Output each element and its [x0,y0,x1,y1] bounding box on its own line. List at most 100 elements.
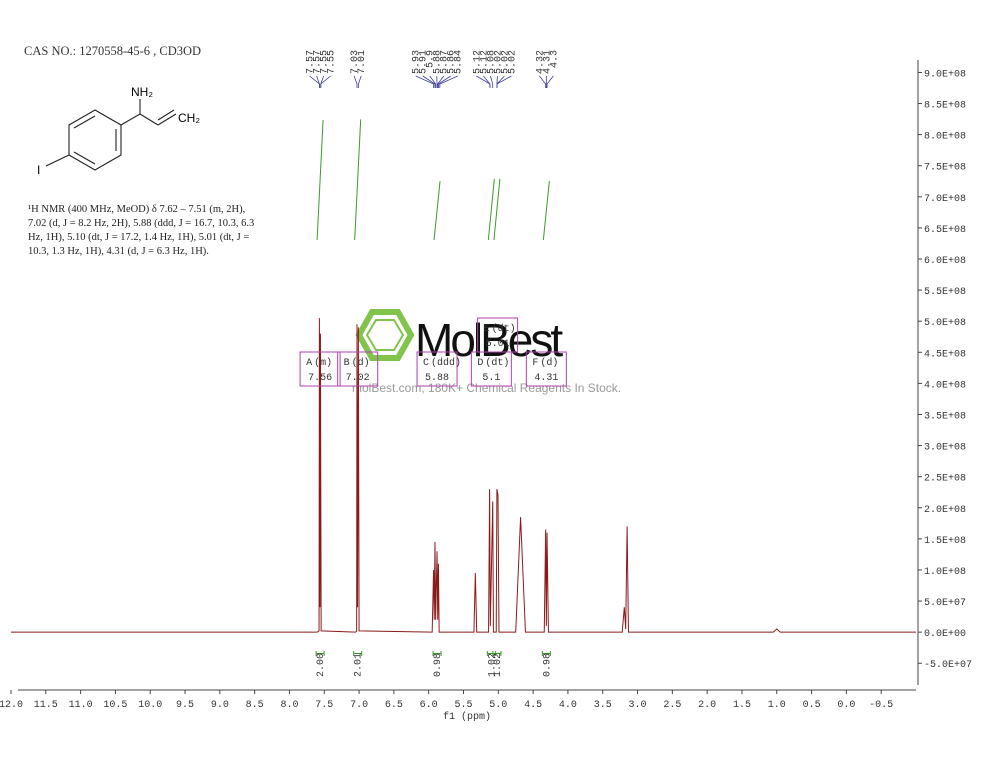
logo-hex [355,309,415,361]
x-tick-label: 12.0 [0,700,23,711]
peak-connector [353,75,358,88]
x-axis-label: f1 (ppm) [443,711,491,723]
bond [73,151,96,165]
y-tick-label: 7.0E+08 [924,194,966,205]
peak-label: 7.55 [320,50,331,74]
integral-curve [542,181,550,241]
y-tick-label: 0.0E+00 [924,629,966,640]
x-tick-label: -0.5 [869,700,893,711]
integral-bracket [492,651,502,656]
multiplet-shift: 4.31 [534,373,558,384]
atom-label: I [37,163,40,177]
peak-label: 5.12 [479,50,490,74]
bond [157,109,175,121]
y-tick-label: 5.5E+08 [924,287,966,298]
integral-label: 1.02 [493,653,504,677]
integral-label: 2.00 [316,653,327,677]
peak-label: 5.93 [412,50,423,74]
x-tick-label: 11.5 [34,700,58,711]
integral-curve [493,178,501,241]
peak-label: 7.03 [350,50,361,74]
y-tick-label: 6.5E+08 [924,225,966,236]
cas-number: CAS NO.: 1270558-45-6 , CD3OD [24,44,202,58]
peak-connector [316,75,320,88]
x-tick-label: 3.0 [629,700,647,711]
peak-label: 5.9 [426,50,437,68]
multiplet-shift: 7.02 [346,373,370,384]
y-tick-label: 1.0E+08 [924,567,966,578]
y-tick-label: 7.5E+08 [924,163,966,174]
peak-connector [539,75,547,88]
ring [68,109,122,171]
y-tick-label: 4.5E+08 [924,349,966,360]
x-tick-label: 7.0 [350,700,368,711]
multiplet-type: (dt) [485,357,509,369]
bond [157,113,177,126]
integral-label: 1.02 [487,653,498,677]
logo-hex [365,319,405,351]
peak-connector [320,75,331,88]
peak-label: 5.02 [507,50,518,74]
peak-label: 4.32 [535,50,546,74]
x-tick-label: 1.5 [733,700,751,711]
watermark-tagline: molBest.com, 180K+ Chemical Reagents In … [352,381,621,395]
peak-connector [496,75,512,88]
multiplet-type: (m) [314,357,332,369]
y-tick-label: 3.0E+08 [924,443,966,454]
integral-label: 0.98 [433,653,444,677]
multiplet-label: D [477,358,483,369]
peak-label: 7.57 [313,50,324,74]
x-tick-label: 9.5 [176,700,194,711]
peak-label: 7.01 [357,50,368,74]
peak-label: 5.84 [454,50,465,74]
multiplet-box [416,351,458,387]
multiplet-label: C [423,358,429,369]
peak-connector [422,75,436,88]
multiplet-type: (d) [352,357,370,369]
y-tick-label: 1.5E+08 [924,536,966,547]
x-tick-label: 8.5 [246,700,264,711]
y-tick-label: -5.0E+07 [924,660,972,671]
x-tick-label: 6.0 [420,700,438,711]
integral-curve [433,181,441,241]
y-tick-label: 5.0E+07 [924,598,966,609]
peak-connector [438,75,451,88]
peak-label: 5.88 [433,50,444,74]
x-tick-label: 8.0 [280,700,298,711]
y-tick-label: 4.0E+08 [924,380,966,391]
integral-curve [316,119,324,241]
x-tick-label: 2.0 [698,700,716,711]
x-tick-label: 4.5 [524,700,542,711]
peak-connector [439,75,458,88]
multiplet-shift: 5.01 [486,339,510,350]
peak-label: 4.31 [542,50,553,74]
peak-label: 5.87 [440,50,451,74]
peak-connector [490,75,494,88]
multiplet-box [477,317,519,353]
integral-curve [354,119,362,241]
atom-label: NH₂ [131,85,153,99]
integral-bracket [353,651,363,656]
x-tick-label: 7.5 [315,700,333,711]
peak-connector [437,75,445,88]
x-tick-label: 9.0 [211,700,229,711]
y-tick-label: 9.0E+08 [924,69,966,80]
integral-curve [487,178,495,241]
multiplet-label: F [532,358,538,369]
y-tick-label: 6.0E+08 [924,256,966,267]
bond [120,113,141,126]
x-tick-label: 0.0 [837,700,855,711]
integral-label: 2.01 [354,653,365,677]
multiplet-shift: 7.56 [308,373,332,384]
multiplet-box [525,351,567,387]
y-tick-label: 3.5E+08 [924,411,966,422]
x-tick-label: 3.5 [594,700,612,711]
multiplet-type: (dt) [492,323,516,335]
x-tick-label: 10.0 [138,700,162,711]
watermark-logo-text: MolBest [415,314,563,366]
integral-bracket [541,651,551,656]
multiplet-box [299,351,341,387]
integral-label: 0.98 [542,653,553,677]
structure [45,99,177,171]
